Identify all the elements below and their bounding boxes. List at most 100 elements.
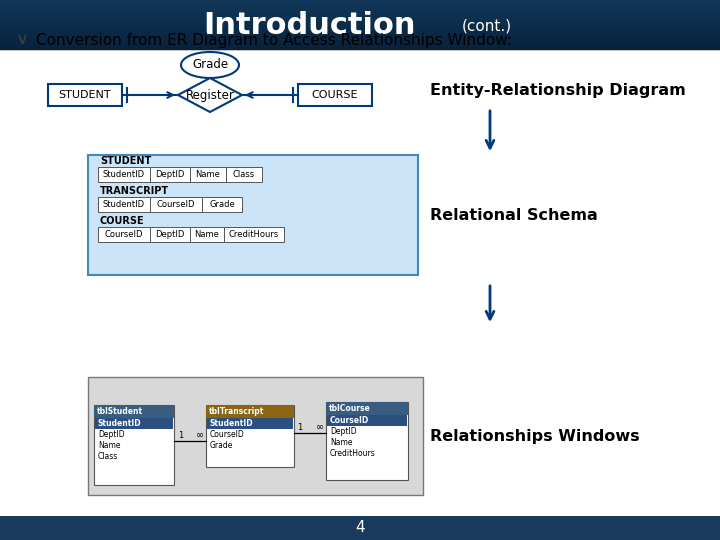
Bar [226, 167, 262, 182]
Text: StudentID: StudentID [103, 170, 145, 179]
Bar [0, 21, 720, 22]
Bar [0, 48, 720, 49]
Bar [150, 197, 202, 212]
Bar [0, 47, 720, 48]
Bar [0, 2, 720, 3]
Bar [0, 31, 720, 32]
Text: CreditHours: CreditHours [229, 230, 279, 239]
Bar [0, 35, 720, 36]
Bar [0, 27, 720, 28]
Bar [0, 19, 720, 20]
Bar [95, 418, 173, 429]
Bar [207, 418, 293, 429]
Text: tblTranscript: tblTranscript [209, 407, 264, 416]
Text: Grade: Grade [192, 58, 228, 71]
Bar [190, 227, 224, 242]
Bar [0, 50, 720, 516]
Bar [0, 3, 720, 4]
Bar [0, 25, 720, 26]
Bar [48, 84, 122, 106]
Bar [0, 34, 720, 35]
Bar [0, 29, 720, 30]
Bar [0, 24, 720, 25]
Text: CourseID: CourseID [330, 416, 369, 425]
Bar [150, 227, 190, 242]
Bar [0, 38, 720, 39]
Bar [0, 43, 720, 44]
Text: StudentID: StudentID [98, 419, 142, 428]
Bar [0, 37, 720, 38]
Bar [0, 14, 720, 15]
Bar [0, 30, 720, 31]
Bar [0, 1, 720, 2]
Bar [0, 33, 720, 34]
Text: 1: 1 [297, 423, 302, 432]
Bar [0, 11, 720, 12]
Bar [206, 405, 294, 467]
Bar [0, 20, 720, 21]
Bar [0, 7, 720, 8]
Text: StudentID: StudentID [210, 419, 253, 428]
Bar [98, 167, 150, 182]
Text: DeptID: DeptID [156, 170, 185, 179]
Text: ∞: ∞ [316, 422, 324, 432]
Bar [0, 12, 720, 13]
Text: Entity-Relationship Diagram: Entity-Relationship Diagram [430, 83, 685, 98]
Bar [224, 227, 284, 242]
Bar [0, 16, 720, 17]
Text: CourseID: CourseID [210, 430, 245, 439]
Text: DeptID: DeptID [98, 430, 125, 439]
Bar [0, 6, 720, 7]
Bar [150, 167, 190, 182]
Bar [0, 0, 720, 1]
Bar [98, 197, 150, 212]
Bar [0, 10, 720, 11]
Text: StudentID: StudentID [103, 200, 145, 209]
Bar [0, 15, 720, 16]
Bar [0, 22, 720, 23]
Text: Name: Name [330, 438, 353, 447]
Text: STUDENT: STUDENT [100, 156, 151, 166]
Text: Class: Class [98, 452, 118, 461]
Bar [0, 4, 720, 5]
Text: Introduction: Introduction [204, 10, 416, 39]
Bar [202, 197, 242, 212]
Text: STUDENT: STUDENT [59, 90, 112, 100]
Bar [0, 46, 720, 47]
Text: COURSE: COURSE [312, 90, 359, 100]
Bar [0, 17, 720, 18]
Bar [0, 41, 720, 42]
Bar [88, 155, 418, 275]
Text: Grade: Grade [210, 441, 233, 450]
Bar [88, 377, 423, 495]
Text: Conversion from ER Diagram to Access Relationships Window:: Conversion from ER Diagram to Access Rel… [36, 32, 512, 48]
Text: tblCourse: tblCourse [329, 404, 371, 413]
Bar [0, 45, 720, 46]
Text: DeptID: DeptID [330, 427, 356, 436]
Text: ∞: ∞ [196, 430, 204, 440]
Text: CreditHours: CreditHours [330, 449, 376, 458]
Bar [298, 84, 372, 106]
Bar [326, 402, 408, 480]
Bar [0, 28, 720, 29]
Text: CourseID: CourseID [104, 230, 143, 239]
Text: tblStudent: tblStudent [97, 407, 143, 416]
Bar [0, 18, 720, 19]
Text: CourseID: CourseID [157, 200, 195, 209]
Polygon shape [178, 78, 242, 112]
Ellipse shape [181, 52, 239, 78]
Bar [0, 32, 720, 33]
Bar [0, 9, 720, 10]
Bar [0, 13, 720, 14]
Bar [0, 42, 720, 43]
Bar [0, 40, 720, 41]
Text: 1: 1 [178, 431, 184, 440]
Text: Grade: Grade [209, 200, 235, 209]
Bar [0, 49, 720, 50]
Bar [94, 405, 174, 418]
Bar [0, 23, 720, 24]
Bar [206, 405, 294, 418]
Bar [190, 167, 226, 182]
Text: DeptID: DeptID [156, 230, 185, 239]
Bar [0, 44, 720, 45]
